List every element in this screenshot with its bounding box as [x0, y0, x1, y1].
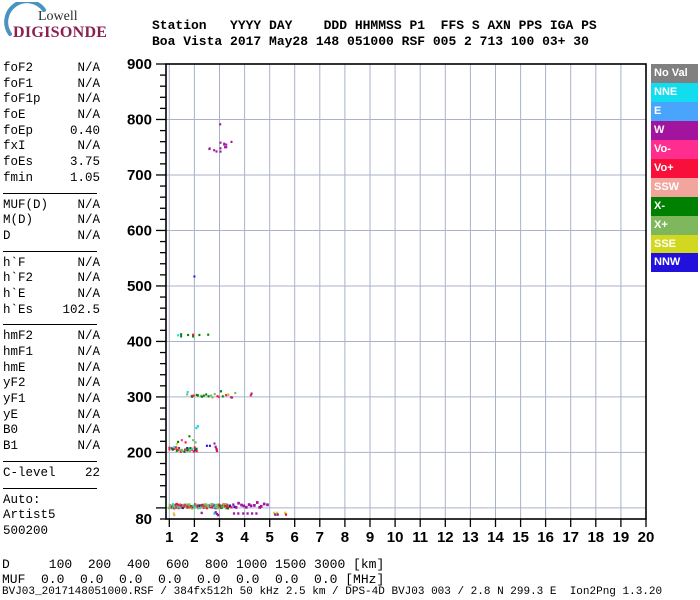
svg-text:16: 16 [537, 529, 554, 546]
svg-text:1: 1 [165, 529, 173, 546]
svg-text:4: 4 [240, 529, 249, 546]
svg-text:10: 10 [387, 529, 404, 546]
svg-text:200: 200 [127, 444, 152, 461]
svg-text:13: 13 [462, 529, 479, 546]
svg-text:8: 8 [341, 529, 349, 546]
svg-text:3: 3 [215, 529, 223, 546]
svg-text:700: 700 [127, 167, 152, 184]
svg-text:2: 2 [190, 529, 198, 546]
svg-text:17: 17 [562, 529, 579, 546]
svg-text:11: 11 [412, 529, 428, 546]
svg-text:80: 80 [135, 511, 152, 528]
svg-text:300: 300 [127, 389, 152, 406]
svg-text:7: 7 [316, 529, 324, 546]
svg-text:12: 12 [437, 529, 454, 546]
svg-text:900: 900 [127, 56, 152, 73]
svg-text:600: 600 [127, 223, 152, 240]
svg-text:14: 14 [487, 529, 504, 546]
svg-text:18: 18 [587, 529, 604, 546]
svg-text:9: 9 [366, 529, 374, 546]
svg-text:19: 19 [613, 529, 630, 546]
svg-text:15: 15 [512, 529, 529, 546]
svg-text:500: 500 [127, 278, 152, 295]
svg-text:400: 400 [127, 333, 152, 350]
svg-text:800: 800 [127, 112, 152, 129]
svg-text:6: 6 [291, 529, 299, 546]
svg-text:20: 20 [638, 529, 655, 546]
svg-text:5: 5 [266, 529, 274, 546]
